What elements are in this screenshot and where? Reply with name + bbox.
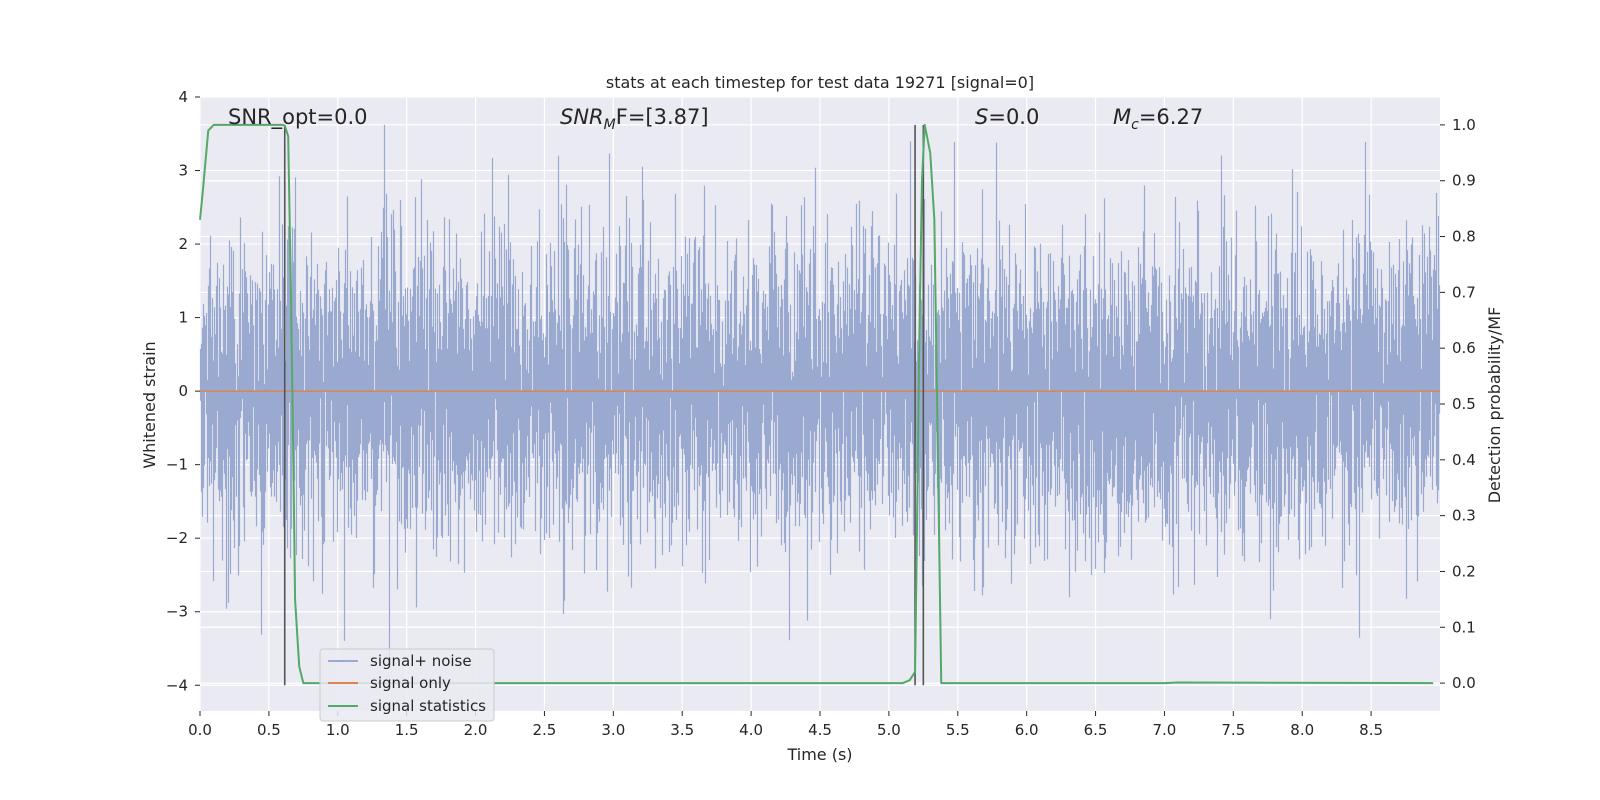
y-right-tick-label-3: 0.7: [1452, 283, 1476, 301]
x-tick-label-11: 5.5: [946, 721, 970, 739]
y-right-tick-label-1: 0.9: [1452, 172, 1476, 190]
noise-series: [199, 124, 1441, 658]
snr-mf-annotation: SNRMF=[3.87]: [560, 105, 709, 133]
statistics-line: [199, 123, 1434, 685]
y-right-tick-label-7: 0.3: [1452, 507, 1476, 525]
y-right-tick-label-5: 0.5: [1452, 395, 1476, 413]
legend-label-noise: signal+ noise: [370, 652, 472, 670]
y-left-tick-label-5: −1: [166, 456, 188, 474]
x-tick-label-4: 2.0: [464, 721, 488, 739]
x-tick-label-6: 3.0: [601, 721, 625, 739]
x-tick-label-14: 7.0: [1153, 721, 1177, 739]
y-left-tick-label-6: −2: [166, 529, 188, 547]
x-tick-label-9: 4.5: [808, 721, 832, 739]
y-right-tick-label-6: 0.4: [1452, 451, 1476, 469]
vertical-lines: [283, 124, 925, 686]
legend: signal+ noise signal only signal statist…: [319, 648, 495, 722]
y-left-tick-label-2: 2: [178, 235, 188, 253]
legend-label-statistics: signal statistics: [370, 697, 486, 715]
y-right-tick-label-10: 0.0: [1452, 674, 1476, 692]
statistics-series: [199, 123, 1434, 685]
y-right-tick-label-9: 0.1: [1452, 618, 1476, 636]
y-right-tick-label-2: 0.8: [1452, 228, 1476, 246]
x-tick-label-0: 0.0: [188, 721, 212, 739]
snr-opt-annotation: SNR_opt=0.0: [228, 105, 368, 130]
y-axis-right-label: Detection probability/MF: [1485, 307, 1504, 504]
mc-annotation: Mc=6.27: [1113, 105, 1203, 133]
y-axis-right-ticks: 1.0 0.9 0.8 0.7 0.6 0.5 0.4 0.3 0.2 0.1 0.0: [1440, 116, 1476, 692]
y-left-tick-label-8: −4: [166, 676, 188, 694]
y-right-tick-label-0: 1.0: [1452, 116, 1476, 134]
y-left-tick-label-7: −3: [166, 603, 188, 621]
x-tick-label-1: 0.5: [257, 721, 281, 739]
y-left-tick-label-1: 3: [178, 162, 188, 180]
x-tick-label-10: 5.0: [877, 721, 901, 739]
noise-trace: [199, 124, 1441, 658]
y-right-tick-label-4: 0.6: [1452, 339, 1476, 357]
x-axis-ticks: 0.0 0.5 1.0 1.5 2.0 2.5 3.0 3.5 4.0 4.5 5.0 5.5 6.0 6…: [188, 711, 1383, 739]
x-tick-label-17: 8.5: [1359, 721, 1383, 739]
x-axis-label: Time (s): [786, 745, 852, 764]
y-left-tick-label-0: 4: [178, 88, 188, 106]
legend-label-signal-only: signal only: [370, 674, 451, 692]
x-tick-label-2: 1.0: [326, 721, 350, 739]
x-tick-label-5: 2.5: [533, 721, 557, 739]
x-tick-label-12: 6.0: [1015, 721, 1039, 739]
y-axis-left-label: Whitened strain: [140, 341, 159, 468]
x-tick-label-8: 4.0: [739, 721, 763, 739]
x-tick-label-15: 7.5: [1221, 721, 1245, 739]
y-left-tick-label-3: 1: [178, 309, 188, 327]
legend-box: [319, 648, 495, 722]
y-left-tick-label-4: 0: [178, 382, 188, 400]
x-tick-label-13: 6.5: [1084, 721, 1108, 739]
y-right-tick-label-8: 0.2: [1452, 562, 1476, 580]
x-tick-label-16: 8.0: [1290, 721, 1314, 739]
y-axis-left-ticks: 4 3 2 1 0 −1 −2 −3 −4: [166, 88, 200, 694]
chart-title: stats at each timestep for test data 192…: [606, 73, 1034, 92]
x-tick-label-3: 1.5: [395, 721, 419, 739]
s-annotation: S=0.0: [975, 105, 1039, 129]
x-tick-label-7: 3.5: [670, 721, 694, 739]
